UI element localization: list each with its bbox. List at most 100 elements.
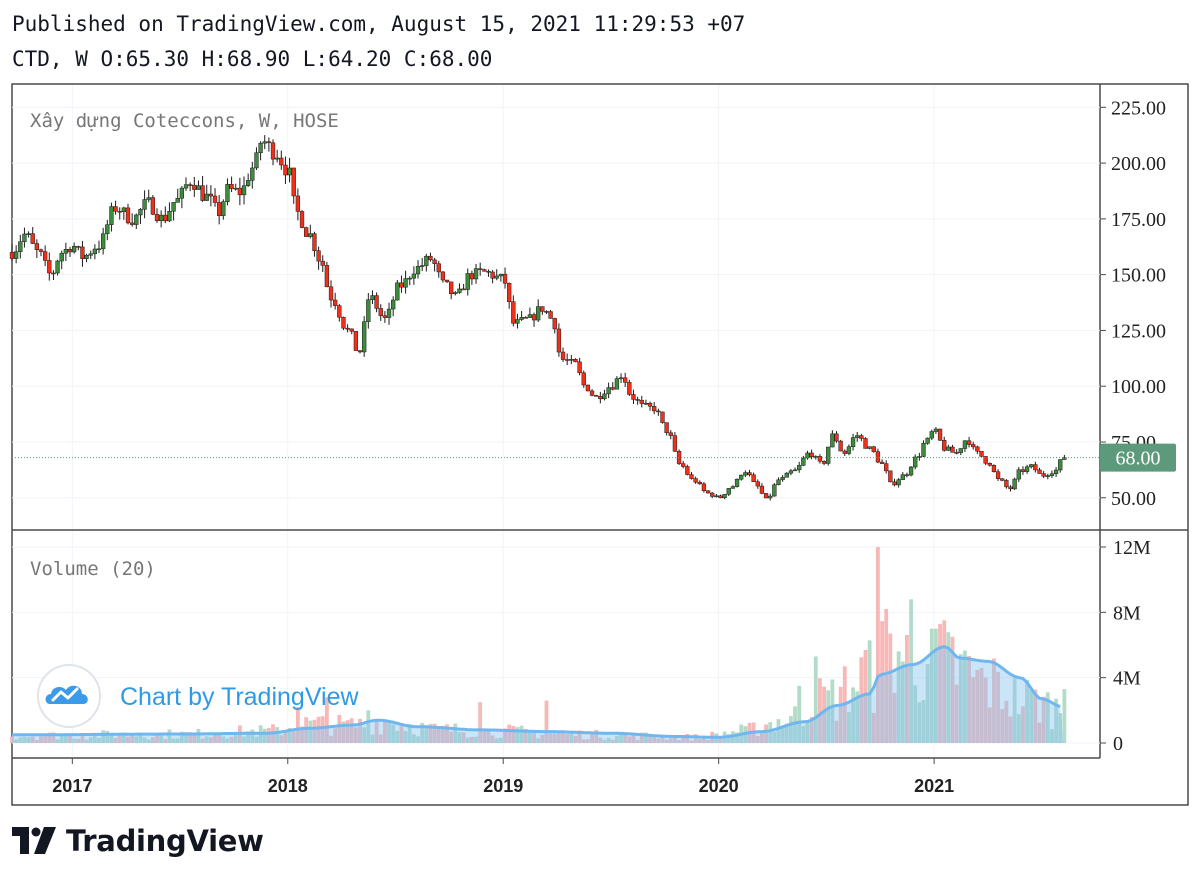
volume-bar-down [345,720,350,743]
candle-up [121,207,127,212]
volume-bar-up [101,730,106,743]
candle-up [536,306,541,321]
candle-down [971,444,976,448]
candle-down [337,305,342,318]
volume-bar-up [776,719,781,743]
candle-down [490,271,495,279]
volume-bar-down [150,737,155,743]
candle-down [560,351,566,360]
volume-bar-down [689,740,694,743]
volume-bar-down [884,609,889,743]
candle-up [424,255,429,266]
volume-bar-down [188,732,193,743]
volume-bar-up [772,731,777,743]
volume-bar-up [826,690,831,743]
volume-bar-up [262,728,267,743]
candle-down [879,461,885,464]
candle-down [212,195,218,203]
candle-up [826,446,831,464]
volume-bar-down [113,738,118,743]
candle-down [1041,473,1046,477]
volume-bar-up [142,737,147,743]
candle-down [374,295,379,309]
volume-bar-up [1062,689,1067,743]
volume-bar-down [445,724,449,743]
candle-up [92,248,98,255]
volume-bar-down [192,733,197,743]
volume-bar-down [979,667,984,743]
volume-tick-label: 12M [1113,537,1151,559]
volume-bar-up [909,599,913,743]
candle-up [850,437,856,447]
footer-brand-text: TradingView [66,824,264,858]
volume-bar-up [527,731,532,743]
volume-bar-up [84,739,89,743]
candle-up [420,265,425,267]
volume-bar-down [938,623,942,743]
candle-up [606,387,611,395]
volume-bar-down [511,725,516,743]
ohlc-summary: CTD, W O:65.30 H:68.90 L:64.20 C:68.00 [12,47,493,71]
candle-down [660,411,665,423]
volume-bar-up [146,739,151,743]
candle-down [693,478,698,483]
candle-down [461,288,466,291]
candle-up [962,440,968,449]
candle-down [556,328,562,353]
volume-bar-down [764,724,768,743]
candle-up [159,214,164,221]
candle-down [589,390,595,396]
volume-bar-down [668,738,673,743]
candle-down [635,399,640,401]
candle-down [875,451,881,463]
volume-bar-up [196,728,201,743]
volume-bar-up [494,738,499,743]
volume-bar-down [573,735,578,743]
candle-down [623,377,628,383]
candle-down [279,157,284,166]
volume-bar-down [432,723,437,743]
volume-bar-down [755,736,760,743]
volume-bar-down [478,702,483,743]
volume-bar-up [362,727,367,743]
volume-bar-down [702,735,706,743]
time-tick-label: 2017 [52,776,92,796]
volume-bar-down [1037,722,1042,743]
candle-down [295,195,301,212]
time-tick-label: 2018 [268,776,308,796]
volume-bar-up [411,734,416,743]
volume-bar-down [490,735,495,743]
candle-down [863,438,868,449]
volume-bar-up [963,650,967,743]
volume-bar-down [523,728,528,743]
candle-down [217,202,222,216]
candle-down [631,394,636,400]
candle-down [950,446,955,453]
candle-up [101,233,106,250]
candle-down [125,207,131,224]
volume-bar-down [503,728,507,743]
candle-up [780,477,785,481]
candle-down [266,141,272,144]
candle-down [834,433,839,442]
candle-down [705,490,711,494]
candle-down [51,272,56,275]
volume-bar-down [1033,689,1038,743]
candle-down [954,452,959,454]
candle-up [453,292,458,295]
candle-down [333,299,338,306]
volume-bar-up [768,722,773,743]
volume-ma-line [12,645,1061,739]
volume-bars [10,547,1067,743]
volume-bar-down [673,735,677,743]
volume-bar-up [569,731,574,743]
candle-up [183,184,189,189]
candle-up [776,479,781,486]
volume-bar-down [440,725,445,743]
candle-up [386,308,392,318]
volume-bar-up [1045,692,1050,743]
volume-bar-down [266,727,271,743]
price-axis-ticks: 225.00200.00175.00150.00125.00100.0075.0… [1100,97,1166,510]
candle-up [142,199,147,210]
volume-bar-up [851,687,855,743]
